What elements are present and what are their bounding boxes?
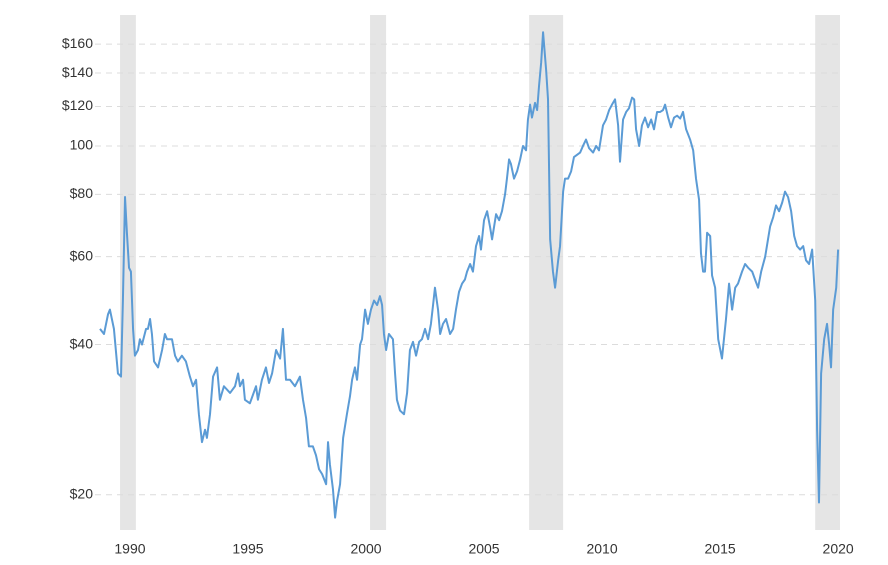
y-tick-label: $160 [62, 35, 93, 51]
recession-band [370, 15, 387, 530]
x-tick-label: 2010 [586, 541, 617, 557]
recession-layer [120, 15, 840, 530]
y-tick-label: $120 [62, 97, 93, 113]
plot-layer [99, 31, 840, 519]
y-tick-label: $140 [62, 64, 93, 80]
x-tick-label: 2020 [823, 541, 854, 557]
x-tick-label: 1995 [232, 541, 263, 557]
y-tick-label: $40 [70, 335, 94, 351]
y-tick-label: $80 [70, 185, 94, 201]
price-line [99, 31, 840, 519]
y-tick-label: $60 [70, 247, 94, 263]
x-tick-label: 2005 [468, 541, 499, 557]
grid-layer [95, 43, 840, 496]
x-tick-label: 1990 [114, 541, 145, 557]
x-tick-label: 2000 [350, 541, 381, 557]
y-tick-label: 100 [70, 137, 94, 153]
label-layer: $20 $40 $60 $80 100 $120 $140 $160 1990 1995 2000 2… [62, 35, 854, 557]
recession-band [529, 15, 564, 530]
x-tick-label: 2015 [705, 541, 736, 557]
y-tick-label: $20 [70, 485, 94, 501]
recession-band [120, 15, 136, 530]
